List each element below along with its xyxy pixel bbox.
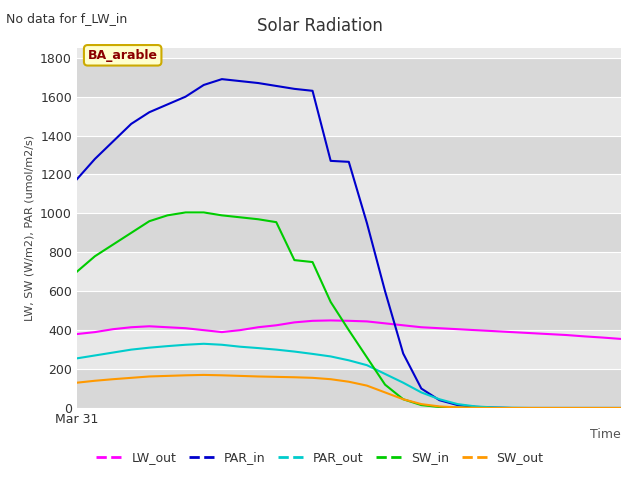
Text: BA_arable: BA_arable <box>88 49 157 62</box>
Bar <box>77 369 621 408</box>
Bar <box>77 330 621 369</box>
Bar <box>77 58 621 96</box>
Text: Solar Radiation: Solar Radiation <box>257 17 383 35</box>
Legend: LW_out, PAR_in, PAR_out, SW_in, SW_out: LW_out, PAR_in, PAR_out, SW_in, SW_out <box>92 446 548 469</box>
Bar <box>77 175 621 214</box>
Text: No data for f_LW_in: No data for f_LW_in <box>6 12 127 25</box>
Y-axis label: LW, SW (W/m2), PAR (umol/m2/s): LW, SW (W/m2), PAR (umol/m2/s) <box>24 135 35 321</box>
Text: Time: Time <box>590 428 621 441</box>
Bar <box>77 252 621 291</box>
Bar <box>77 135 621 175</box>
Bar <box>77 96 621 135</box>
Bar <box>77 291 621 330</box>
Bar <box>77 214 621 252</box>
